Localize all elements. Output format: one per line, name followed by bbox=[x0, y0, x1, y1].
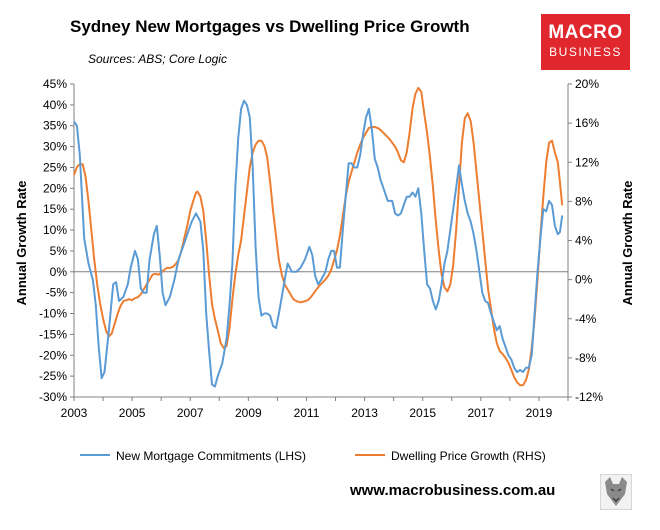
legend-label-mortgage: New Mortgage Commitments (LHS) bbox=[116, 449, 306, 463]
y-tick-label-left: 15% bbox=[43, 202, 67, 216]
y-tick-label-left: 35% bbox=[43, 119, 67, 133]
x-tick-label: 2005 bbox=[119, 406, 146, 420]
y-tick-label-left: 45% bbox=[43, 77, 67, 91]
y-tick-label-left: 30% bbox=[43, 140, 67, 154]
website-url: www.macrobusiness.com.au bbox=[350, 482, 556, 499]
y-tick-label-left: 10% bbox=[43, 223, 67, 237]
chart-subtitle: Sources: ABS; Core Logic bbox=[88, 52, 227, 66]
x-tick-label: 2007 bbox=[177, 406, 204, 420]
x-tick-label: 2019 bbox=[526, 406, 553, 420]
y-tick-label-right: 12% bbox=[575, 155, 599, 169]
y-tick-label-left: -10% bbox=[39, 307, 67, 321]
x-tick-label: 2015 bbox=[409, 406, 436, 420]
series-line-price bbox=[73, 86, 564, 387]
chart-series bbox=[73, 86, 564, 388]
y-tick-label-left: 0% bbox=[50, 265, 68, 279]
y-tick-label-left: 25% bbox=[43, 160, 67, 174]
y-axis-label-left: Annual Growth Rate bbox=[14, 181, 29, 306]
y-tick-label-left: 20% bbox=[43, 181, 67, 195]
y-tick-label-left: -15% bbox=[39, 327, 67, 341]
chart-title: Sydney New Mortgages vs Dwelling Price G… bbox=[70, 17, 470, 36]
chart-axes: -30% -25% -20% -15% -10% -5% 0% 5% 10% 15% 20% 25% 3… bbox=[39, 77, 603, 420]
x-tick-label: 2011 bbox=[294, 406, 320, 420]
y-tick-label-left: -5% bbox=[46, 286, 68, 300]
y-tick-label-right: -12% bbox=[575, 390, 603, 404]
y-tick-label-left: 5% bbox=[50, 244, 68, 258]
x-tick-label: 2009 bbox=[235, 406, 262, 420]
y-tick-label-left: 40% bbox=[43, 98, 67, 112]
x-tick-label: 2017 bbox=[467, 406, 494, 420]
y-axis-label-right: Annual Growth Rate bbox=[620, 181, 635, 306]
wolf-icon bbox=[600, 474, 632, 510]
y-tick-label-left: -20% bbox=[39, 348, 67, 362]
chart-legend: New Mortgage Commitments (LHS) Dwelling … bbox=[80, 449, 546, 463]
y-tick-label-left: -25% bbox=[39, 369, 67, 383]
y-tick-label-right: 8% bbox=[575, 194, 593, 208]
y-tick-label-right: 16% bbox=[575, 116, 599, 130]
y-tick-label-right: 0% bbox=[575, 273, 593, 287]
y-tick-label-right: 4% bbox=[575, 234, 593, 248]
legend-label-price: Dwelling Price Growth (RHS) bbox=[391, 449, 546, 463]
x-tick-label: 2013 bbox=[351, 406, 378, 420]
y-tick-label-left: -30% bbox=[39, 390, 67, 404]
y-tick-label-right: -4% bbox=[575, 312, 597, 326]
y-tick-label-right: -8% bbox=[575, 351, 597, 365]
y-tick-label-right: 20% bbox=[575, 77, 599, 91]
logo-line-2: BUSINESS bbox=[549, 45, 622, 59]
x-tick-label: 2003 bbox=[61, 406, 88, 420]
series-line-mortgage bbox=[73, 99, 564, 388]
macrobusiness-logo: MACRO BUSINESS bbox=[541, 14, 630, 70]
logo-line-1: MACRO bbox=[548, 22, 623, 43]
